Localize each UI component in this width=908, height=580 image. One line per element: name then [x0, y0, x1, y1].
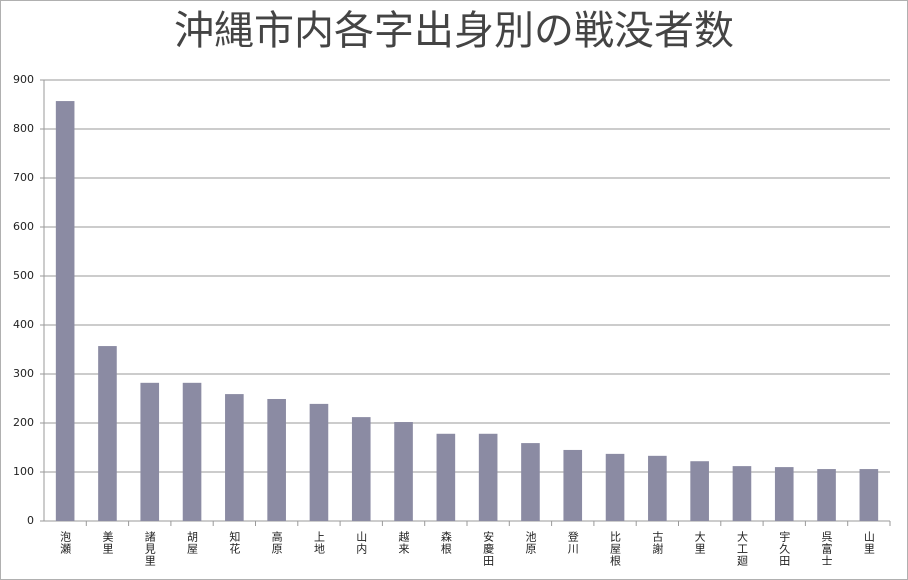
x-tick-label: 胡屋 — [186, 530, 199, 555]
x-tick-label: 知花 — [228, 530, 241, 555]
bar — [267, 398, 286, 521]
bar — [521, 443, 540, 521]
x-tick-label: 呉富士 — [820, 531, 833, 567]
y-tick-label: 500 — [13, 269, 34, 282]
x-tick-label: 山内 — [355, 531, 368, 555]
bar — [309, 403, 329, 521]
x-tick-label: 高原 — [270, 530, 283, 555]
x-tick-label: 安慶田 — [482, 530, 495, 567]
x-tick-label: 比屋根 — [609, 531, 622, 567]
bar — [351, 417, 371, 521]
bar — [478, 433, 498, 521]
x-tick-label: 宇久田 — [778, 531, 791, 567]
y-tick-label: 800 — [13, 122, 34, 135]
chart-title: 沖縄市内各字出身別の戦没者数 — [174, 8, 734, 54]
x-tick-label: 上地 — [312, 531, 325, 555]
bar — [817, 469, 836, 521]
bar — [732, 466, 752, 521]
x-tick-label: 古謝 — [651, 531, 664, 555]
bar — [690, 461, 709, 521]
x-tick-label: 山里 — [862, 531, 875, 555]
bar — [648, 455, 667, 521]
y-tick-label: 700 — [13, 171, 34, 184]
bar — [563, 449, 583, 521]
x-tick-label: 美里 — [101, 531, 114, 555]
bar — [140, 382, 160, 521]
x-tick-label: 泡瀬 — [59, 530, 72, 555]
bar — [394, 422, 413, 521]
x-tick-label: 森根 — [439, 530, 452, 555]
bar — [55, 101, 75, 521]
y-tick-label: 300 — [13, 367, 34, 380]
y-tick-label: 100 — [13, 465, 34, 478]
y-tick-label: 900 — [13, 73, 34, 86]
bar — [98, 346, 117, 521]
bar — [605, 453, 625, 521]
bar — [436, 433, 456, 521]
bar — [225, 394, 244, 521]
bar — [182, 382, 202, 521]
x-tick-label: 諸見里 — [143, 530, 156, 567]
x-tick-label: 越来 — [397, 530, 410, 555]
x-tick-label: 池原 — [524, 531, 537, 555]
y-tick-label: 600 — [13, 220, 34, 233]
x-tick-label: 大工廻 — [735, 530, 748, 567]
y-tick-label: 400 — [13, 318, 34, 331]
bar — [859, 469, 879, 521]
x-tick-label: 登川 — [566, 530, 579, 555]
y-tick-label: 200 — [13, 416, 34, 429]
bar — [774, 467, 794, 521]
x-tick-label: 大里 — [693, 530, 706, 555]
y-tick-label: 0 — [27, 514, 34, 527]
